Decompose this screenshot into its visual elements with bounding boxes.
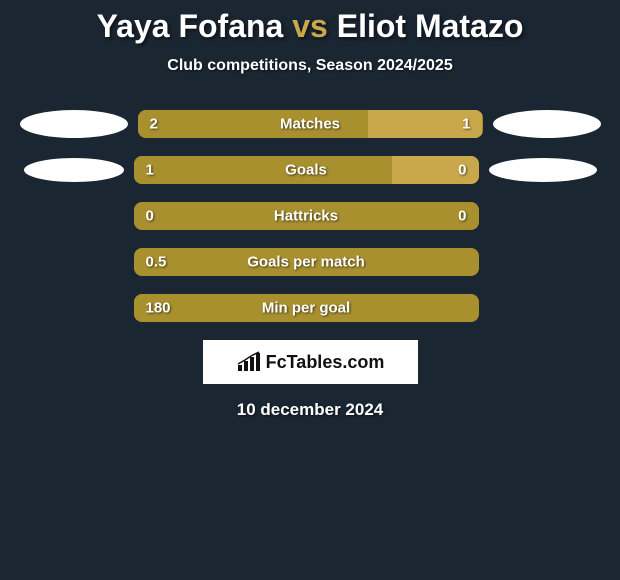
comparison-infographic: Yaya Fofana vs Eliot Matazo Club competi… [0,0,620,420]
stat-label: Min per goal [262,300,350,317]
date-text: 10 december 2024 [0,400,620,420]
player1-ellipse [24,204,124,228]
stat-row: 2 Matches 1 [0,110,620,138]
player2-name: Eliot Matazo [337,8,524,44]
stat-value-left: 0 [146,208,154,225]
stat-bar: 1 Goals 0 [134,156,479,184]
logo-box: FcTables.com [203,340,418,384]
page-title: Yaya Fofana vs Eliot Matazo [0,8,620,45]
player1-name: Yaya Fofana [97,8,284,44]
stat-label: Goals [285,162,327,179]
stat-bar: 180 Min per goal [134,294,479,322]
stat-value-left: 180 [146,300,171,317]
bar-left-segment [134,156,393,184]
logo-text: FcTables.com [266,352,385,373]
player1-ellipse [24,250,124,274]
stat-value-right: 0 [458,208,466,225]
player1-ellipse [24,158,124,182]
stat-bar: 2 Matches 1 [138,110,483,138]
stat-value-right: 1 [462,116,470,133]
subtitle: Club competitions, Season 2024/2025 [0,57,620,75]
player1-ellipse [24,296,124,320]
stat-label: Goals per match [247,254,365,271]
stat-value-left: 0.5 [146,254,167,271]
player2-ellipse [489,250,597,274]
stat-row: 1 Goals 0 [0,156,620,184]
stat-bar: 0 Hattricks 0 [134,202,479,230]
stat-row: 0.5 Goals per match [0,248,620,276]
stat-row: 0 Hattricks 0 [0,202,620,230]
stat-value-right: 0 [458,162,466,179]
player2-ellipse [493,110,601,138]
stat-value-left: 1 [146,162,154,179]
stat-rows: 2 Matches 1 1 Goals 0 0 Hattricks 0 0.5 Goals per … [0,110,620,322]
stat-row: 180 Min per goal [0,294,620,322]
stat-label: Hattricks [274,208,338,225]
vs-text: vs [292,8,328,44]
stat-bar: 0.5 Goals per match [134,248,479,276]
player2-ellipse [489,204,597,228]
stat-label: Matches [280,116,340,133]
chart-icon [236,351,262,373]
player1-ellipse [20,110,128,138]
player2-ellipse [489,296,597,320]
player2-ellipse [489,158,597,182]
stat-value-left: 2 [150,116,158,133]
